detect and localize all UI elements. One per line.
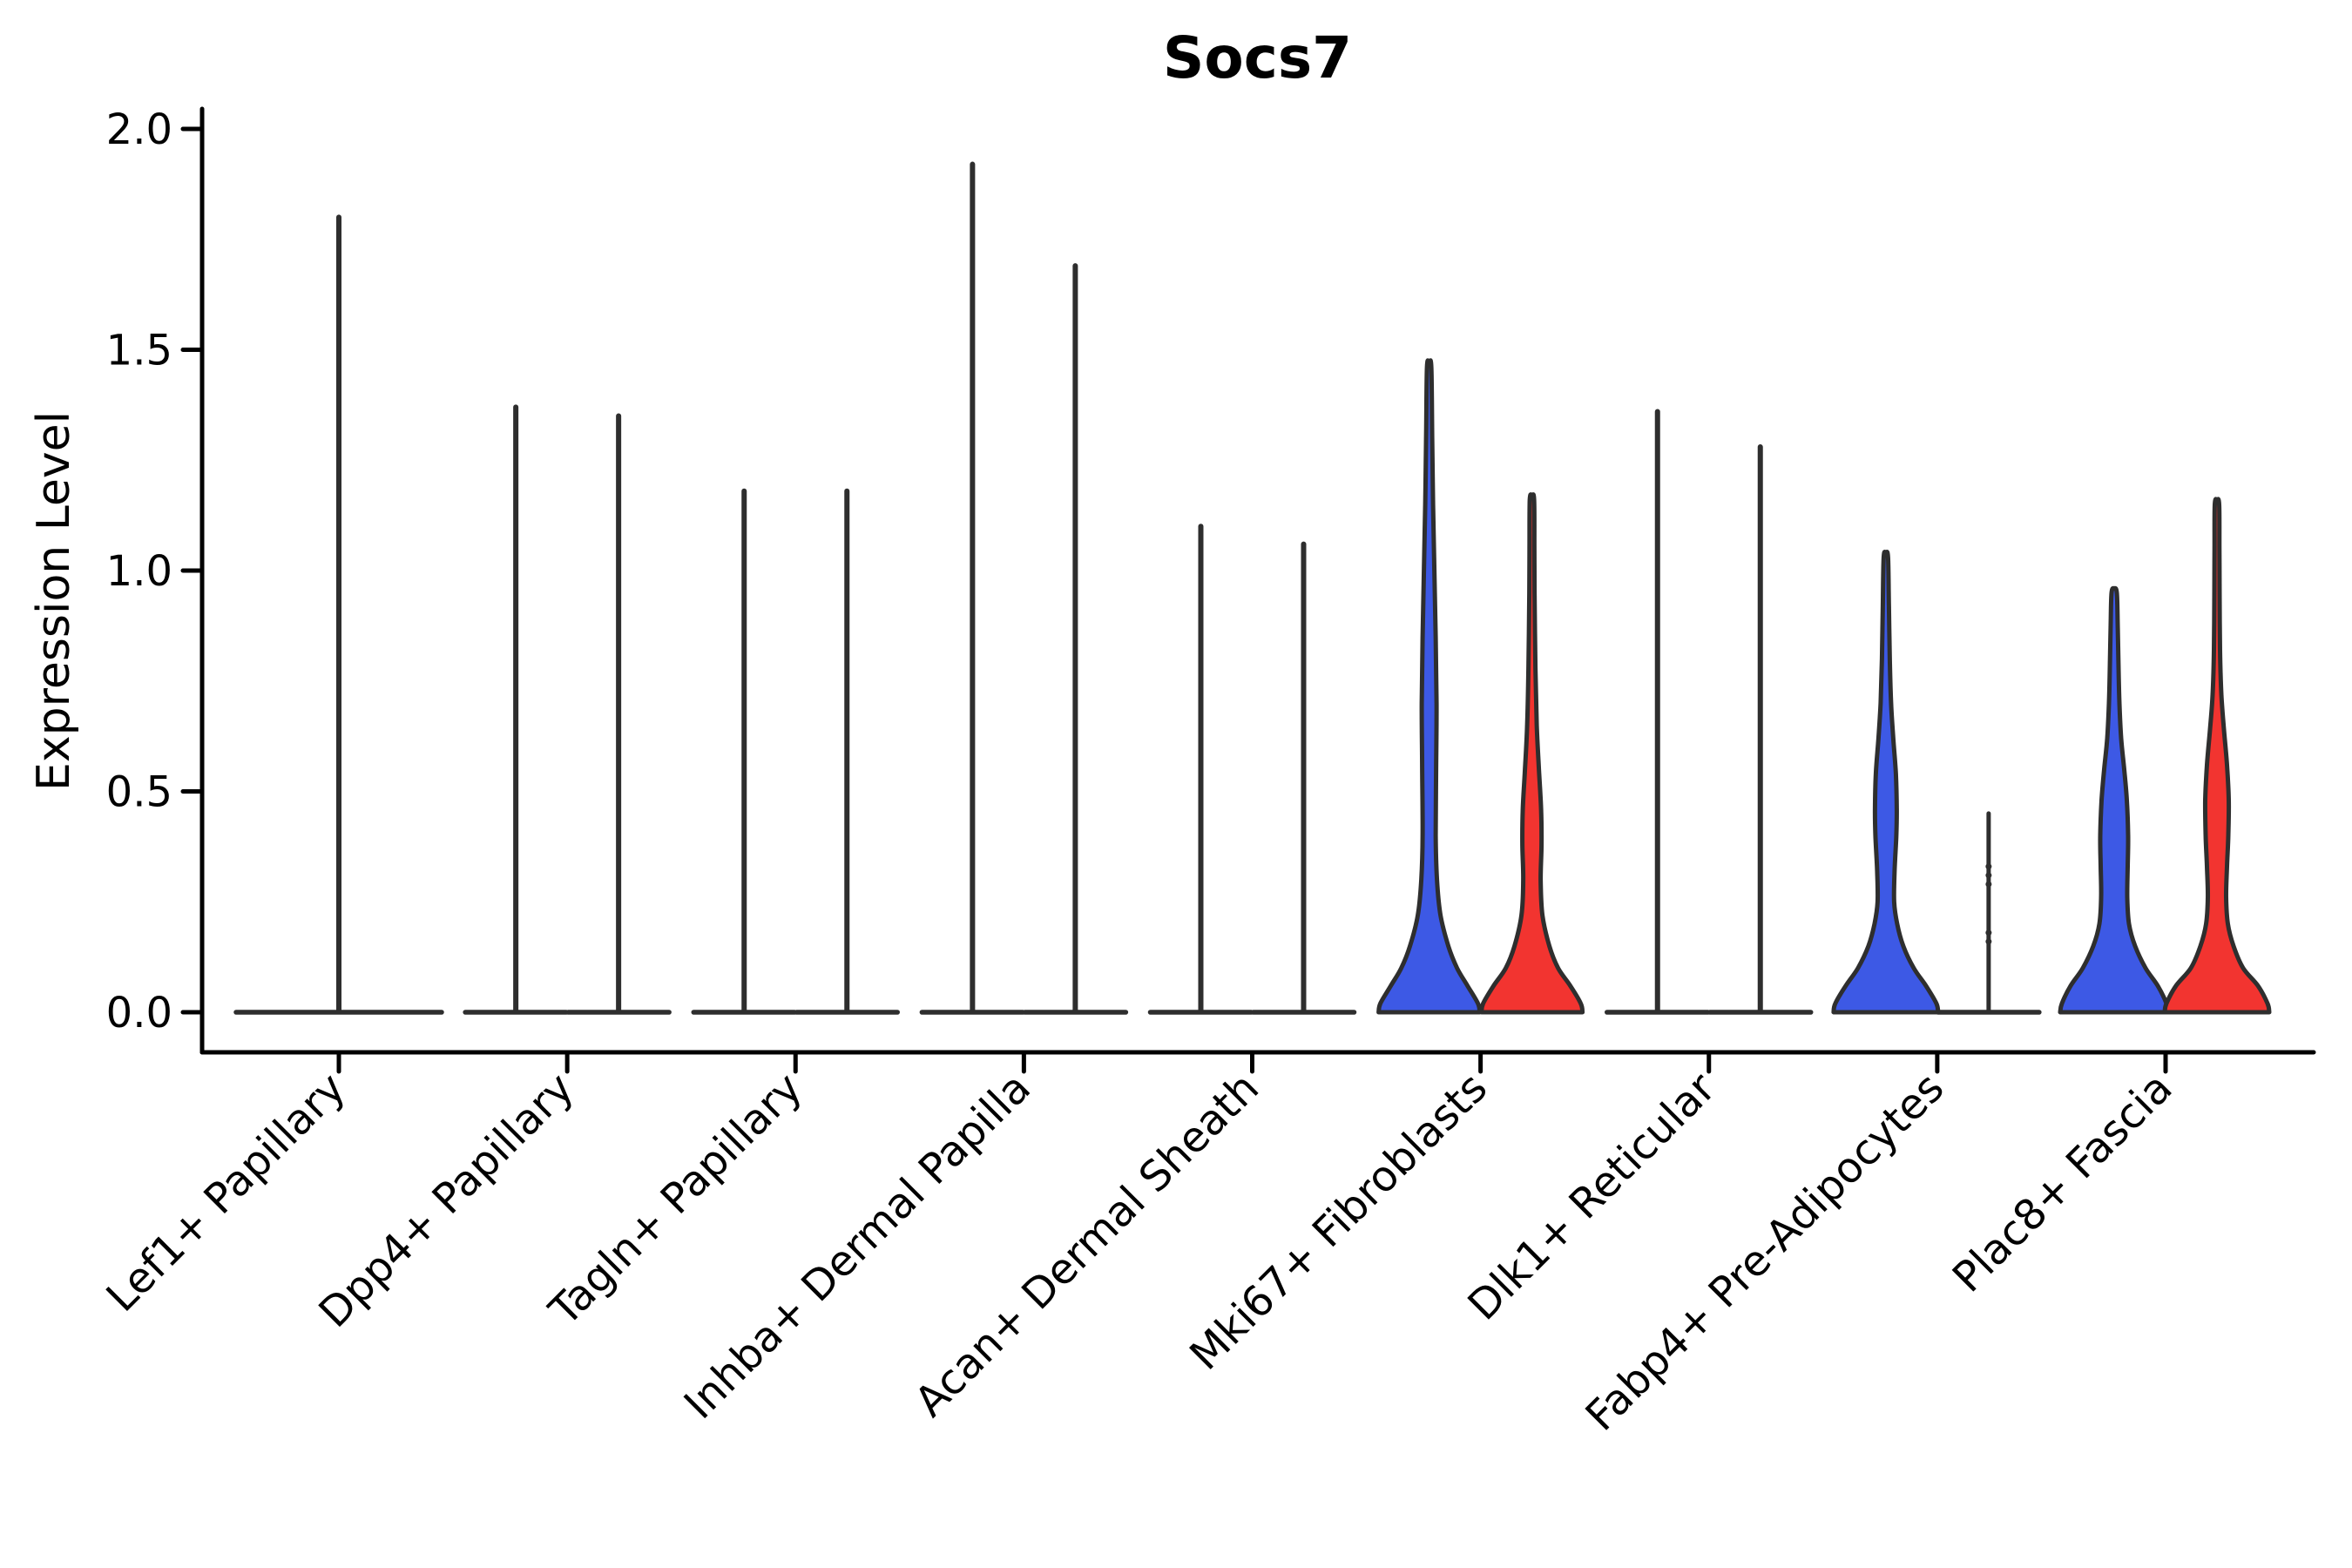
stick-dot bbox=[1985, 938, 1992, 945]
y-tick-label: 1.0 bbox=[106, 547, 172, 596]
y-tick-label: 0.0 bbox=[106, 989, 172, 1037]
violin-body-blue bbox=[1831, 550, 1941, 1015]
y-tick-label: 1.5 bbox=[106, 327, 172, 375]
violin-body-blue bbox=[2058, 585, 2171, 1015]
stick-dot bbox=[1985, 863, 1992, 870]
x-tick-label: Tagln+ Papillary bbox=[539, 1064, 811, 1335]
stick-dot bbox=[1985, 881, 1992, 888]
violin-body-red bbox=[1479, 492, 1585, 1015]
chart-title: Socs7 bbox=[1162, 24, 1353, 91]
x-tick-label: Dpp4+ Papillary bbox=[310, 1064, 584, 1337]
violin-body-red bbox=[2162, 497, 2272, 1015]
x-tick-label: Plac8+ Fascia bbox=[1943, 1064, 2182, 1302]
y-tick-label: 2.0 bbox=[106, 105, 172, 154]
stick-dot bbox=[1985, 929, 1992, 936]
x-tick-label: Lef1+ Papillary bbox=[98, 1064, 355, 1321]
x-tick-label: Dlk1+ Reticular bbox=[1459, 1064, 1726, 1330]
stick-dot bbox=[1985, 872, 1992, 879]
violin-body-blue bbox=[1376, 358, 1483, 1015]
y-tick-label: 0.5 bbox=[106, 768, 172, 817]
